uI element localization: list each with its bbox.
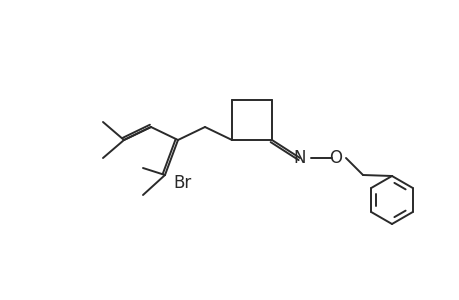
- Text: N: N: [293, 149, 306, 167]
- Text: Br: Br: [173, 174, 191, 192]
- Text: O: O: [329, 149, 342, 167]
